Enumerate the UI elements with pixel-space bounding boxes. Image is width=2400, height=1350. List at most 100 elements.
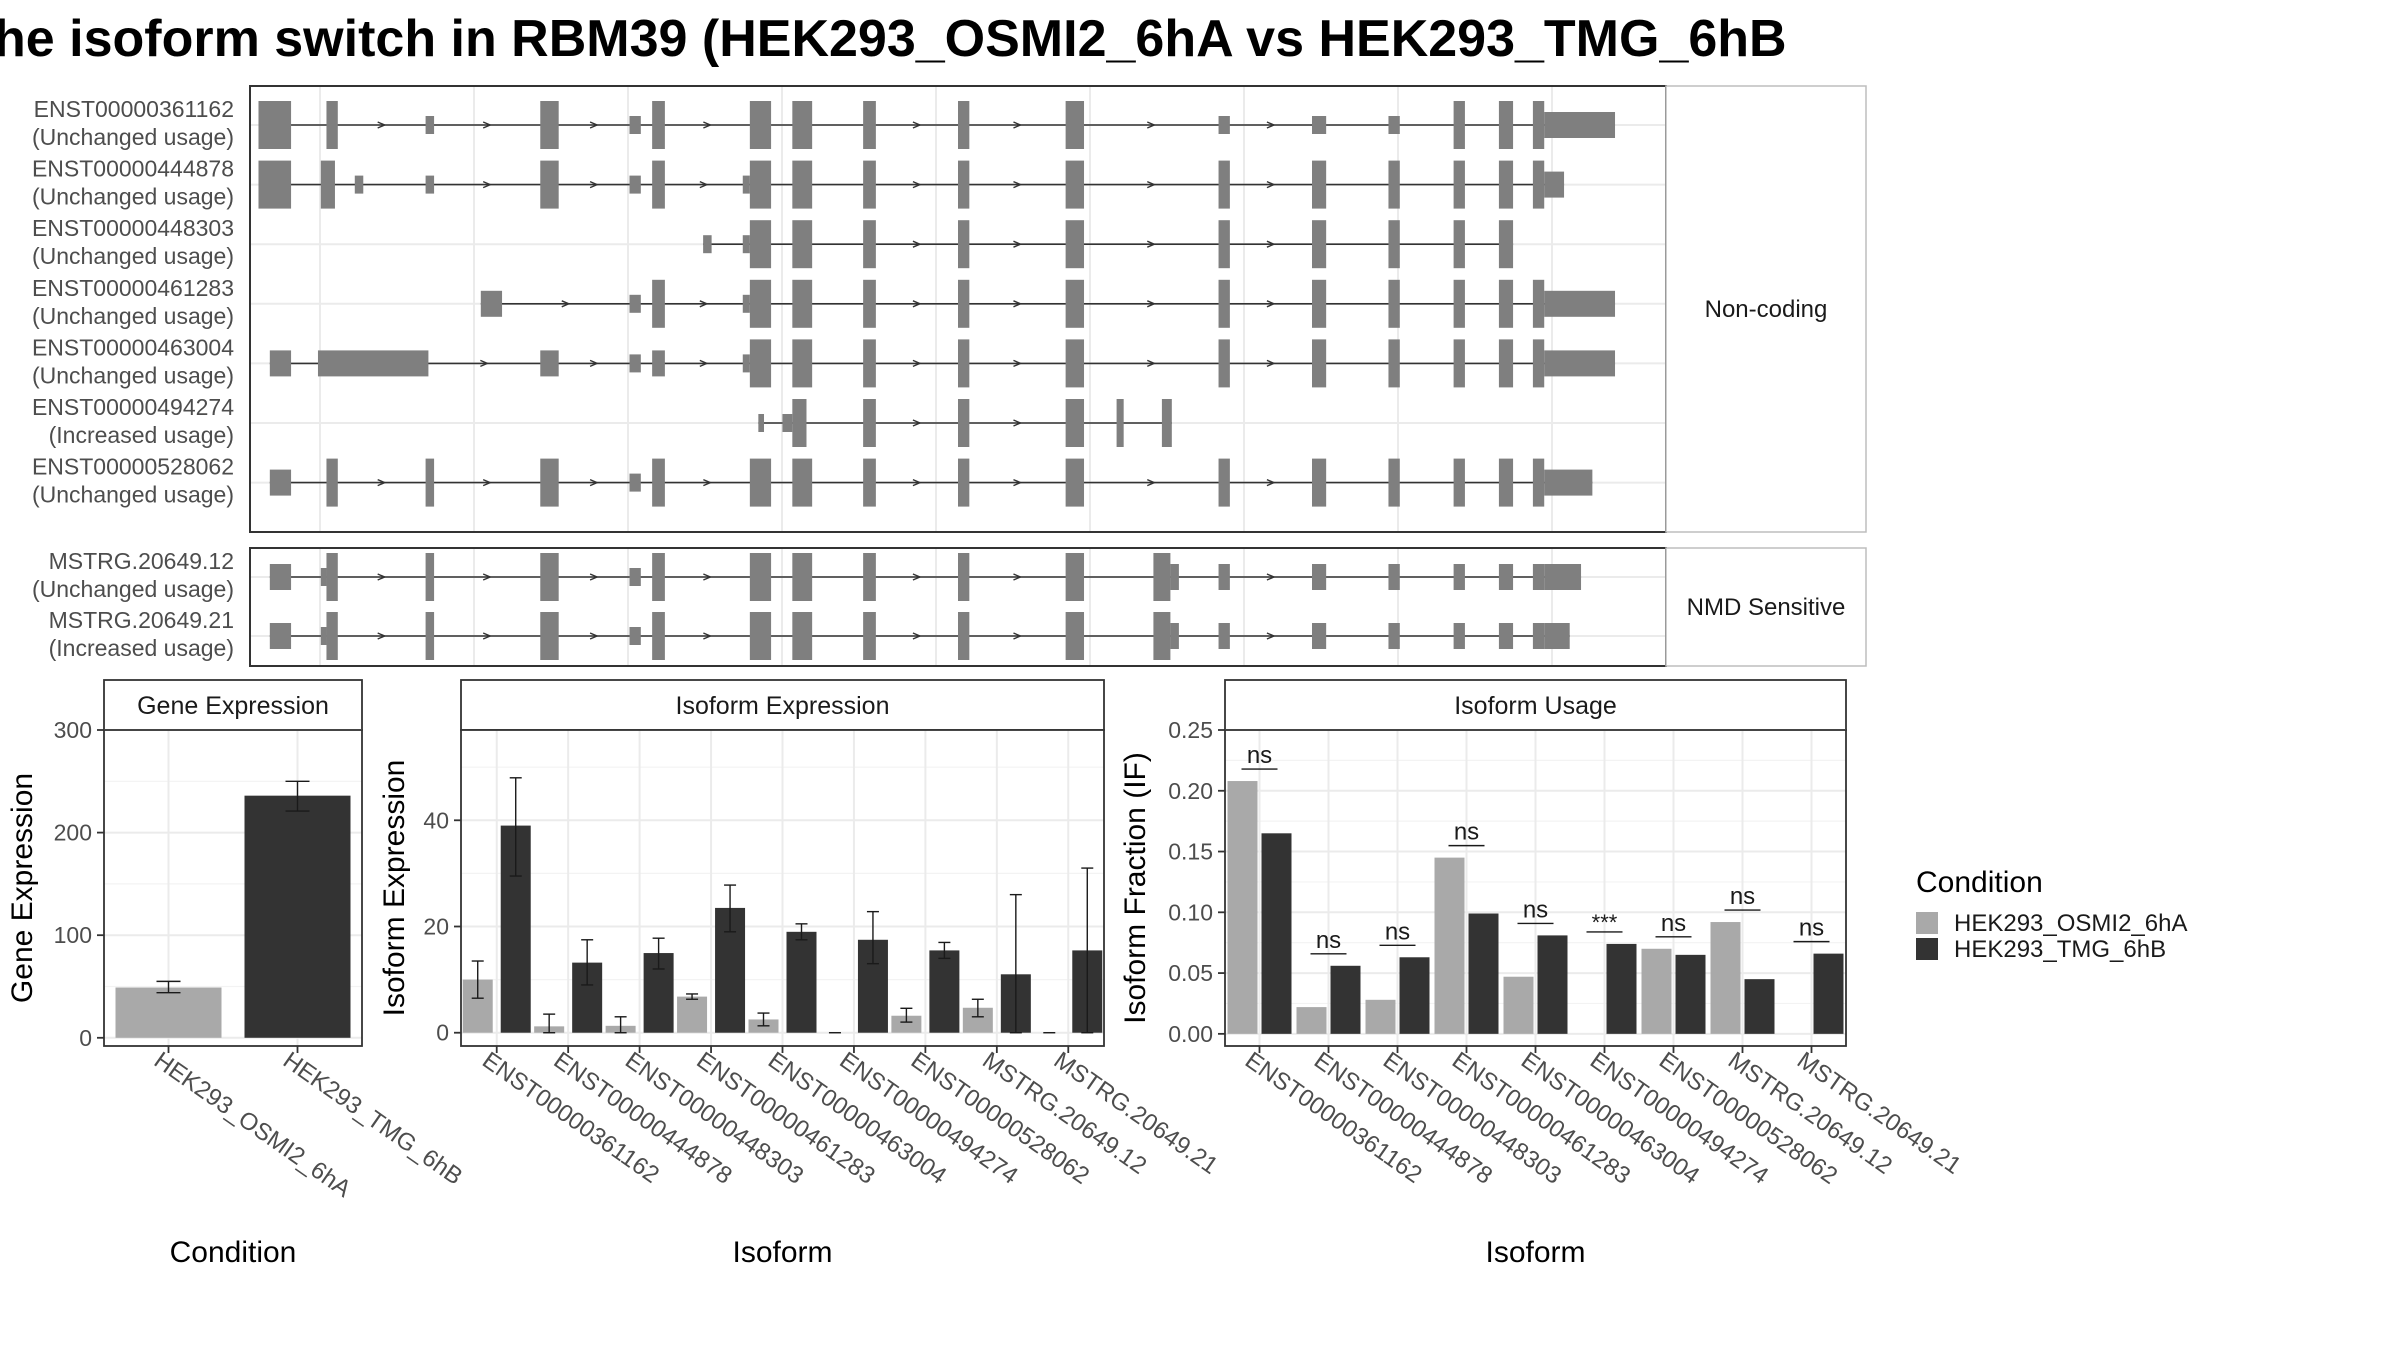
exon bbox=[1388, 564, 1400, 590]
legend-label: HEK293_OSMI2_6hA bbox=[1954, 910, 2187, 937]
y-tick-label: 40 bbox=[423, 807, 449, 833]
direction-arrow bbox=[703, 478, 713, 487]
transcript-id-label: ENST00000494274 bbox=[32, 394, 234, 420]
bar bbox=[786, 931, 817, 1033]
exon bbox=[1498, 101, 1514, 149]
direction-arrow bbox=[1013, 359, 1023, 368]
transcript-id-label: ENST00000528062 bbox=[32, 454, 234, 480]
exon bbox=[1218, 458, 1230, 507]
exon bbox=[269, 350, 292, 377]
figure-title: he isoform switch in RBM39 (HEK293_OSMI2… bbox=[0, 10, 1787, 68]
transcript-row bbox=[258, 101, 1616, 149]
direction-arrow bbox=[1266, 180, 1276, 189]
direction-arrow bbox=[482, 632, 492, 640]
exon bbox=[1388, 160, 1400, 209]
exon bbox=[1532, 564, 1545, 590]
exon bbox=[749, 612, 772, 660]
direction-arrow bbox=[589, 359, 599, 368]
bar bbox=[1537, 935, 1568, 1034]
exon bbox=[1388, 279, 1400, 328]
exon bbox=[792, 220, 813, 269]
exon bbox=[1153, 553, 1171, 601]
exon bbox=[1218, 564, 1230, 590]
exon bbox=[1544, 171, 1565, 198]
panel-strip-label: NMD Sensitive bbox=[1687, 594, 1846, 621]
direction-arrow bbox=[912, 359, 922, 368]
exon bbox=[652, 160, 665, 209]
exon bbox=[425, 458, 435, 507]
direction-arrow bbox=[482, 180, 492, 189]
exon bbox=[1161, 399, 1172, 447]
exon bbox=[540, 553, 559, 601]
transcript-row bbox=[758, 399, 1172, 447]
exon bbox=[1498, 564, 1514, 590]
exon bbox=[258, 160, 292, 209]
exon bbox=[782, 414, 793, 432]
bar bbox=[1365, 999, 1396, 1034]
exon bbox=[792, 612, 813, 660]
bar bbox=[1813, 953, 1844, 1034]
bar bbox=[1399, 957, 1430, 1034]
direction-arrow bbox=[1266, 632, 1276, 640]
bar bbox=[244, 795, 351, 1038]
exon bbox=[1498, 220, 1514, 269]
direction-arrow bbox=[912, 632, 922, 640]
direction-arrow bbox=[1013, 121, 1023, 129]
exon bbox=[326, 458, 338, 507]
direction-arrow bbox=[703, 573, 713, 581]
transcript-id-label: ENST00000463004 bbox=[32, 334, 234, 360]
exon bbox=[1065, 101, 1085, 149]
transcript-status-label: (Increased usage) bbox=[49, 422, 234, 448]
exon bbox=[863, 160, 876, 209]
exon bbox=[749, 220, 772, 269]
exon bbox=[863, 458, 876, 507]
significance-label: *** bbox=[1592, 910, 1618, 935]
exon bbox=[1532, 101, 1545, 149]
exon bbox=[1388, 116, 1400, 134]
exon bbox=[1498, 339, 1514, 388]
direction-arrow bbox=[482, 573, 492, 581]
direction-arrow bbox=[1147, 300, 1157, 308]
exon bbox=[1153, 612, 1171, 660]
y-tick-label: 100 bbox=[54, 922, 92, 948]
exon bbox=[1065, 399, 1085, 447]
exon bbox=[958, 339, 970, 388]
isoform-expression-chart: Isoform Expression02040ENST00000361162EN… bbox=[378, 679, 1223, 1269]
exon bbox=[792, 458, 813, 507]
direction-arrow bbox=[912, 121, 922, 129]
direction-arrow bbox=[589, 573, 599, 581]
exon bbox=[792, 279, 813, 328]
exon bbox=[1312, 623, 1327, 649]
transcript-status-label: (Unchanged usage) bbox=[32, 482, 234, 508]
exon bbox=[958, 553, 970, 601]
transcript-row bbox=[480, 279, 1616, 328]
exon bbox=[1312, 160, 1327, 209]
exon bbox=[1218, 623, 1230, 649]
transcript-status-label: (Unchanged usage) bbox=[32, 362, 234, 388]
bar bbox=[677, 996, 708, 1033]
exon bbox=[326, 553, 338, 601]
significance-label: ns bbox=[1385, 918, 1410, 945]
direction-arrow bbox=[480, 359, 490, 368]
significance-label: ns bbox=[1454, 819, 1479, 846]
exon bbox=[742, 175, 750, 194]
panel-strip-label: Non-coding bbox=[1705, 296, 1828, 323]
transcript-status-label: (Unchanged usage) bbox=[32, 124, 234, 150]
exon bbox=[1116, 399, 1124, 447]
exon bbox=[629, 354, 641, 373]
exon bbox=[742, 354, 750, 373]
exon bbox=[1532, 160, 1545, 209]
isoform-usage-chart: Isoform Usage 0.00 0.05 0.10 0.15 0.20 0.25 ns n… bbox=[1119, 679, 1966, 1269]
y-tick-label: 300 bbox=[54, 717, 92, 743]
direction-arrow bbox=[1147, 240, 1157, 248]
strip-box bbox=[1665, 547, 1867, 667]
y-tick-label: 0.25 bbox=[1168, 717, 1213, 743]
y-tick-label: 0.10 bbox=[1168, 899, 1213, 925]
x-axis-title: Isoform bbox=[1485, 1236, 1585, 1269]
x-axis-title: Condition bbox=[170, 1236, 297, 1269]
y-axis-title: Gene Expression bbox=[6, 773, 39, 1003]
direction-arrow bbox=[1013, 240, 1023, 248]
x-axis-title: Isoform bbox=[732, 1236, 832, 1269]
bar bbox=[1503, 976, 1534, 1034]
direction-arrow bbox=[699, 359, 709, 368]
